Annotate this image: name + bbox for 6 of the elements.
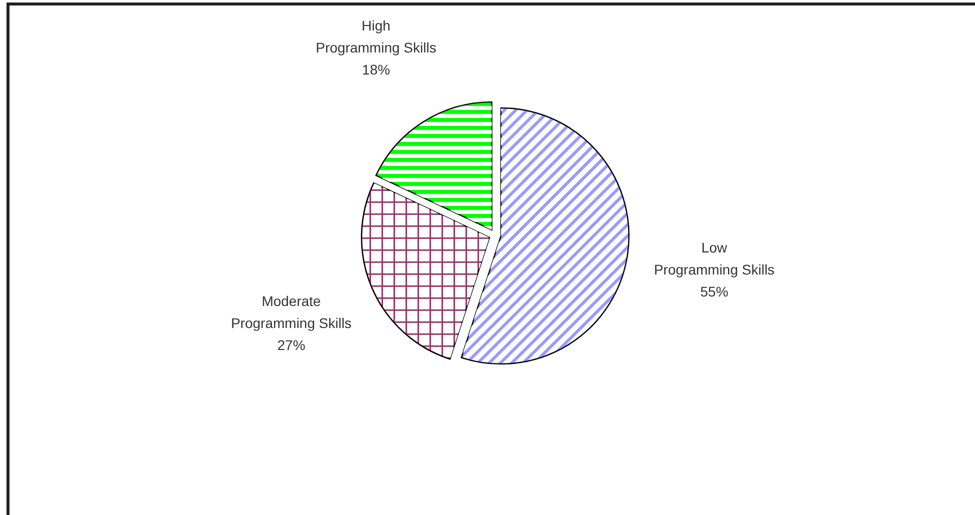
slice-label: Low Programming Skills [654, 240, 775, 278]
slice-label: Moderate Programming Skills [230, 293, 352, 332]
data-label: 18% [362, 62, 390, 78]
data-label: 27% [277, 337, 306, 354]
slice-label: High Programming Skills [316, 18, 436, 56]
data-label: 55% [700, 284, 728, 300]
